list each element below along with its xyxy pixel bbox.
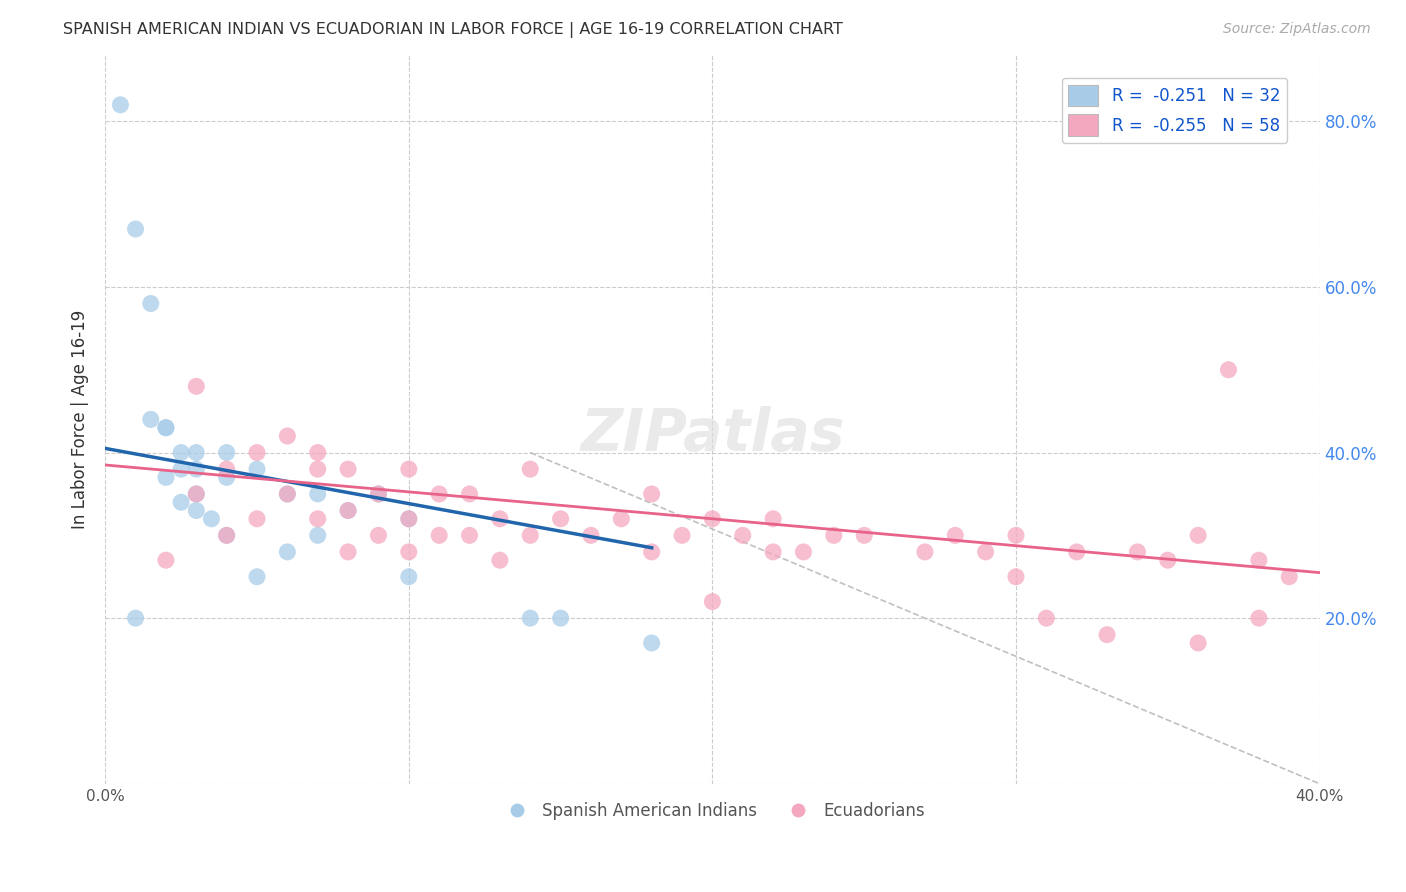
Point <box>398 570 420 584</box>
Point <box>1187 636 1209 650</box>
Point <box>124 222 146 236</box>
Point <box>337 503 360 517</box>
Point <box>489 553 512 567</box>
Point <box>307 462 329 476</box>
Point <box>170 462 193 476</box>
Point <box>427 528 450 542</box>
Point <box>702 512 724 526</box>
Point <box>792 545 814 559</box>
Point <box>170 445 193 459</box>
Point <box>155 421 177 435</box>
Point <box>367 528 389 542</box>
Point <box>186 503 208 517</box>
Point <box>307 512 329 526</box>
Point <box>215 445 238 459</box>
Point <box>1095 628 1118 642</box>
Point <box>337 503 360 517</box>
Point <box>823 528 845 542</box>
Point <box>186 379 208 393</box>
Point <box>1157 553 1180 567</box>
Point <box>519 462 541 476</box>
Text: Source: ZipAtlas.com: Source: ZipAtlas.com <box>1223 22 1371 37</box>
Point <box>139 412 162 426</box>
Point <box>246 445 269 459</box>
Point <box>398 512 420 526</box>
Point <box>398 462 420 476</box>
Point <box>200 512 222 526</box>
Point <box>519 528 541 542</box>
Point <box>489 512 512 526</box>
Point <box>139 296 162 310</box>
Point <box>458 487 481 501</box>
Point <box>731 528 754 542</box>
Point <box>337 462 360 476</box>
Point <box>1187 528 1209 542</box>
Point <box>550 611 572 625</box>
Point <box>1218 363 1240 377</box>
Point <box>215 470 238 484</box>
Point <box>762 512 785 526</box>
Point <box>246 462 269 476</box>
Point <box>155 421 177 435</box>
Point <box>398 512 420 526</box>
Point <box>427 487 450 501</box>
Point <box>186 487 208 501</box>
Point <box>155 553 177 567</box>
Point <box>579 528 602 542</box>
Point <box>1005 528 1028 542</box>
Point <box>762 545 785 559</box>
Point <box>398 545 420 559</box>
Point <box>367 487 389 501</box>
Point <box>519 611 541 625</box>
Point <box>943 528 966 542</box>
Point <box>974 545 997 559</box>
Point <box>276 545 298 559</box>
Point <box>458 528 481 542</box>
Point <box>640 636 662 650</box>
Point <box>124 611 146 625</box>
Point <box>276 487 298 501</box>
Y-axis label: In Labor Force | Age 16-19: In Labor Force | Age 16-19 <box>72 310 89 529</box>
Point <box>246 512 269 526</box>
Point <box>640 487 662 501</box>
Point <box>853 528 876 542</box>
Point <box>186 487 208 501</box>
Point <box>914 545 936 559</box>
Point <box>186 462 208 476</box>
Point <box>702 594 724 608</box>
Point <box>307 445 329 459</box>
Point <box>610 512 633 526</box>
Point <box>1247 553 1270 567</box>
Point <box>307 528 329 542</box>
Point <box>367 487 389 501</box>
Point <box>337 545 360 559</box>
Point <box>215 528 238 542</box>
Point <box>1035 611 1057 625</box>
Point <box>186 445 208 459</box>
Point <box>1066 545 1088 559</box>
Point <box>640 545 662 559</box>
Point <box>276 429 298 443</box>
Point <box>1247 611 1270 625</box>
Text: SPANISH AMERICAN INDIAN VS ECUADORIAN IN LABOR FORCE | AGE 16-19 CORRELATION CHA: SPANISH AMERICAN INDIAN VS ECUADORIAN IN… <box>63 22 844 38</box>
Point <box>215 528 238 542</box>
Point <box>170 495 193 509</box>
Point <box>671 528 693 542</box>
Point <box>276 487 298 501</box>
Point <box>246 570 269 584</box>
Point <box>1278 570 1301 584</box>
Point <box>1126 545 1149 559</box>
Point <box>1005 570 1028 584</box>
Point <box>215 462 238 476</box>
Legend: Spanish American Indians, Ecuadorians: Spanish American Indians, Ecuadorians <box>494 795 932 826</box>
Point <box>155 470 177 484</box>
Text: ZIPatlas: ZIPatlas <box>581 406 845 463</box>
Point <box>550 512 572 526</box>
Point <box>110 98 132 112</box>
Point <box>307 487 329 501</box>
